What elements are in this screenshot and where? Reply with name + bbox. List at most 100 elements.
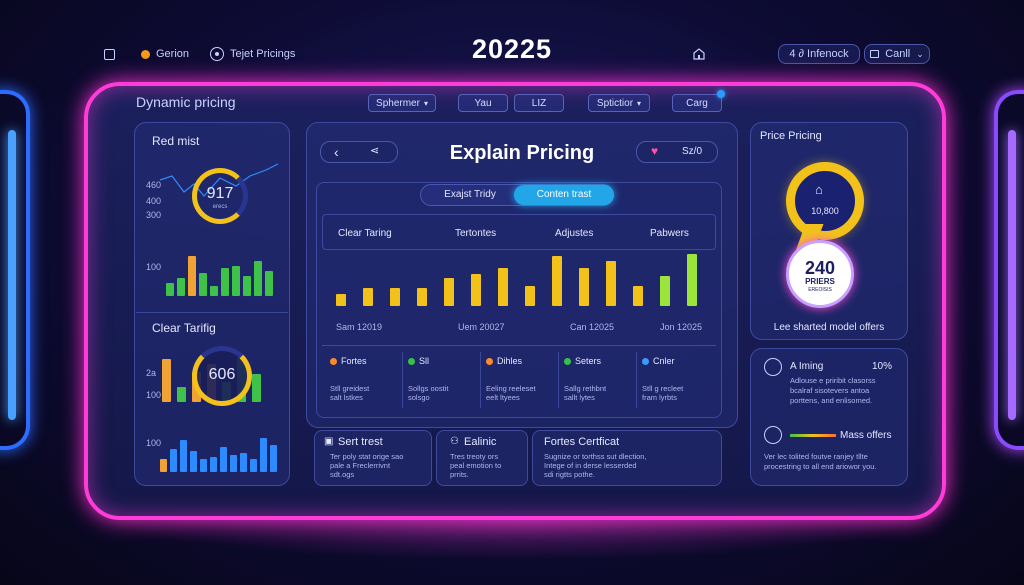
cancel-dropdown[interactable]: Canll ⌄: [864, 44, 930, 64]
tab-label: Sphermer: [376, 97, 420, 109]
card-desc: Ter poly stat orige sao pale a Freclerri…: [330, 452, 404, 479]
tab-sphermer[interactable]: Sphermer ▾: [368, 94, 436, 112]
chart-bar: [160, 459, 167, 472]
checkbox-icon[interactable]: [104, 48, 115, 60]
pricing-bar-chart: [336, 254, 708, 306]
target-pricings-link[interactable]: Tejet Pricings: [210, 44, 295, 64]
gerion-toggle[interactable]: Gerion: [104, 44, 189, 64]
chart-bar: [336, 294, 346, 306]
badge-value: 240: [804, 258, 836, 278]
legend-item: Sll Sollgs oostit solsgo: [402, 352, 480, 412]
gauge-sub-1: erecs: [212, 204, 228, 210]
toggle-option-2[interactable]: Conten trast: [536, 189, 592, 200]
chart-bar: [687, 254, 697, 306]
card-icon: ▣: [324, 436, 334, 447]
item-value: 10%: [872, 361, 893, 372]
back-icon[interactable]: ‹: [334, 144, 339, 160]
chart-bar: [260, 438, 267, 472]
legend-item: Dihles Eeling reeleset eelt ltyees: [480, 352, 558, 412]
left-neon-bar: [8, 130, 16, 420]
legend-label: Sll: [419, 356, 430, 366]
legend-divider: [402, 352, 403, 408]
tab-carg[interactable]: Carg: [672, 90, 725, 112]
chart-bar: [265, 271, 273, 296]
chart-bar: [177, 387, 186, 402]
card-ealinic[interactable]: [436, 430, 528, 486]
bar-chart-1: [166, 246, 276, 296]
explain-pricing-title: Explain Pricing: [449, 142, 595, 164]
card-sert-trest[interactable]: [314, 430, 432, 486]
toggle-option-1[interactable]: Exajst Tridy: [444, 189, 496, 200]
card-desc: Sugnize or torthss sut dlection, Intege …: [544, 452, 647, 479]
likes-button[interactable]: [636, 141, 718, 163]
left-neon-frame: [0, 90, 30, 450]
chart-bar: [199, 273, 207, 296]
home-icon[interactable]: [692, 44, 706, 64]
chart-bar: [210, 286, 218, 296]
x-axis-label: Sam 12019: [336, 322, 383, 332]
chart-bar: [232, 266, 240, 296]
chart-card: [316, 182, 722, 418]
tab-yau[interactable]: Yau: [458, 94, 508, 112]
axis-label: 2a: [146, 368, 157, 378]
chart-bar: [210, 457, 217, 472]
toggle-active[interactable]: [514, 185, 614, 205]
legend-label: Dihles: [497, 356, 523, 366]
axis-label: 100: [146, 390, 162, 400]
ring-value: 10,800: [811, 206, 839, 216]
card-title: Fortes Certficat: [544, 436, 620, 448]
legend-dot-icon: [408, 358, 415, 365]
share-icon[interactable]: ⋖: [370, 145, 380, 157]
chart-bar: [254, 261, 262, 296]
bar-chart-3: [160, 430, 277, 472]
notification-dot-icon: [717, 90, 725, 98]
chart-bar: [633, 286, 643, 306]
card-title: Sert trest: [338, 436, 383, 448]
axis-label: 100: [146, 438, 162, 448]
inbox-button[interactable]: 4 ∂ Infenock: [778, 44, 860, 64]
chart-bar: [230, 455, 237, 472]
target-pricings-label: Tejet Pricings: [230, 48, 296, 60]
tab-liz[interactable]: LIZ: [514, 94, 564, 112]
chart-bar: [170, 449, 177, 472]
legend-label: Seters: [575, 356, 602, 366]
chart-bar: [270, 445, 277, 472]
red-mist-title: Red mist: [152, 134, 200, 148]
heart-icon: ♥: [651, 144, 659, 158]
chart-bar: [180, 440, 187, 472]
cancel-label: Canll: [885, 48, 911, 60]
gauge-ring-1: [192, 168, 248, 224]
model-caption: Lee sharted model offers: [773, 322, 885, 333]
legend-dot-icon: [330, 358, 337, 365]
chart-bar: [240, 453, 247, 472]
legend-divider: [636, 352, 637, 408]
column-header: Clear Taring: [338, 228, 392, 239]
chart-bar: [221, 268, 229, 296]
column-header: Tertontes: [455, 228, 497, 239]
chart-bar: [190, 451, 197, 472]
year-title: 20225: [471, 34, 553, 64]
nav-group: [320, 141, 398, 163]
gauge-ring-2: [192, 346, 252, 406]
card-fortes-certficat[interactable]: [532, 430, 722, 486]
tab-label: Carg: [686, 97, 708, 109]
badge-sub: EREOISIS: [808, 287, 832, 293]
offers-gradient-bar: [790, 434, 836, 437]
x-axis-label: Uem 20027: [458, 322, 505, 332]
legend-divider: [480, 352, 481, 408]
calendar-icon: [870, 50, 880, 58]
legend: Fortes Stll greidest salt lstkes Sll Sollgs…: [330, 352, 714, 416]
price-ring: [786, 162, 864, 240]
axis-label: 300: [146, 210, 162, 220]
inbox-label: 4 ∂ Infenock: [789, 48, 849, 60]
legend-label: Cnler: [653, 356, 675, 366]
chevron-down-icon: ▾: [423, 98, 428, 108]
chart-bar: [417, 288, 427, 306]
legend-desc: Sollgs oostit solsgo: [408, 384, 449, 402]
legend-item: Seters Sallg rethbnt sallt lytes: [558, 352, 636, 412]
x-axis-label: Jon 12025: [660, 322, 703, 332]
tab-sptictior[interactable]: Sptictior ▾: [588, 94, 650, 112]
left-panel: [134, 122, 290, 486]
item-desc: Adlouse e priribit clasorss bcalraf siso…: [790, 376, 876, 405]
legend-dot-icon: [564, 358, 571, 365]
